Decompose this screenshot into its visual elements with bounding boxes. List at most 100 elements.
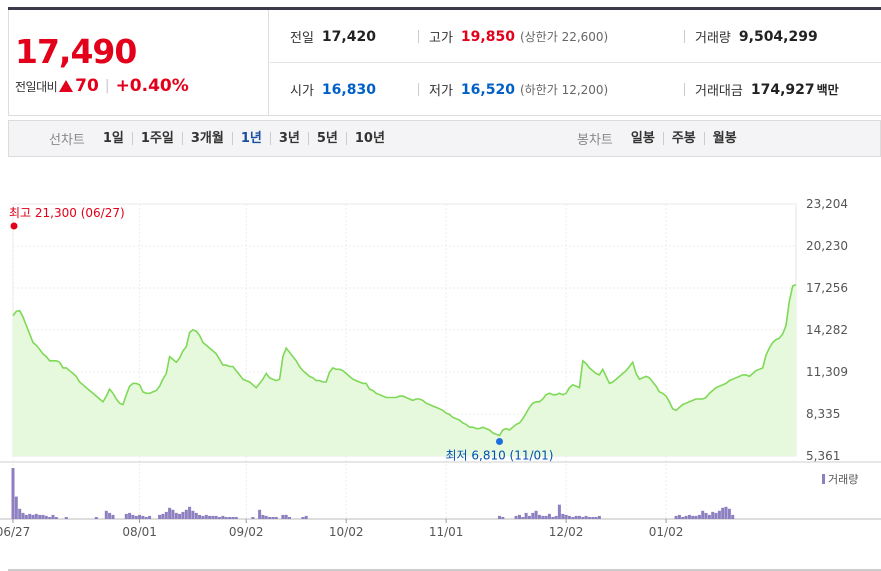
tab-1d[interactable]: 1일 (102, 131, 124, 146)
volume-bar (694, 515, 698, 519)
y-tick-label: 8,335 (806, 407, 840, 421)
volume-bar (701, 510, 705, 519)
volume-bar (204, 514, 208, 519)
volume-bar (268, 517, 272, 519)
change-row: 전일대비 70 | +0.40% (15, 76, 189, 96)
info-row-1: 전일 17,420 고가 19,850 (상한가 22,600) 거래량 9,5… (270, 10, 881, 63)
volume-bar (527, 515, 531, 519)
high-annotation: 최고 21,300 (06/27) (9, 206, 125, 220)
volume-bar (211, 515, 215, 519)
tab-10y[interactable]: 10년 (345, 132, 393, 145)
volume-bar (178, 513, 182, 519)
top-border (8, 7, 881, 10)
volume-bar (174, 512, 178, 519)
volume-bar (547, 513, 551, 519)
change-label: 전일대비 (15, 79, 58, 94)
x-tick-label: 10/02 (329, 525, 364, 539)
open-value: 16,830 (321, 81, 376, 98)
volume-bar (64, 517, 68, 519)
volume-bar (264, 515, 268, 519)
high-marker (10, 222, 18, 230)
low-value: 16,520 (460, 81, 515, 98)
current-price: 17,490 (15, 32, 137, 71)
y-tick-label: 5,361 (806, 449, 840, 463)
volume-bar (521, 517, 525, 519)
low-annotation: 최저 6,810 (11/01) (445, 449, 553, 463)
volume-bar (208, 515, 212, 519)
volume-bar (164, 511, 168, 519)
volume-bar (571, 517, 575, 519)
tab-daily[interactable]: 일봉 (630, 131, 655, 146)
volume-bar (727, 508, 731, 519)
current-price-box: 17,490 전일대비 70 | +0.40% (9, 10, 269, 116)
y-axis-ticks: 23,204 20,230 17,256 14,282 11,309 8,335 5,361 (806, 197, 848, 463)
change-value: 70 (75, 76, 99, 96)
x-tick-label: 06/27 (0, 525, 30, 539)
change-percent: +0.40% (115, 76, 189, 96)
volume-bar (711, 511, 715, 519)
amount-unit: 백만 (816, 83, 839, 97)
tab-5y[interactable]: 5년 (307, 132, 346, 145)
volume-bar (194, 512, 198, 519)
up-triangle-icon (59, 80, 74, 92)
volume-bar (144, 517, 148, 519)
tab-1w[interactable]: 1주일 (131, 132, 182, 145)
volume-bar (714, 512, 718, 519)
volume-bar (271, 517, 275, 519)
volume-bar (574, 515, 578, 519)
low-cell: 저가 16,520 (하한가 12,200) (429, 63, 608, 116)
volume-bar (41, 514, 45, 519)
volume-bar (28, 513, 32, 519)
volume-bar (261, 514, 265, 519)
volume-legend-swatch (822, 474, 825, 484)
amount-label: 거래대금 (695, 84, 743, 99)
volume-bar (251, 517, 255, 519)
volume-bar (181, 511, 185, 519)
x-axis-ticks: 06/27 08/01 09/02 10/02 11/01 12/02 01/02 (0, 519, 683, 539)
volume-bar (681, 517, 685, 519)
volume-bar (124, 513, 128, 519)
chart-tab-bar: 선차트 1일 1주일 3개월 1년 3년 5년 10년 봉차트 일봉 주봉 월봉 (8, 120, 881, 157)
prev-close-cell: 전일 17,420 (290, 10, 376, 63)
volume-bar (44, 515, 48, 519)
volume-bar (498, 515, 501, 519)
volume-bar (514, 515, 518, 519)
high-value: 19,850 (460, 28, 515, 45)
volume-bar (704, 512, 708, 519)
volume-bar (544, 515, 548, 519)
volume-bar (731, 514, 735, 519)
volume-bar (214, 515, 218, 519)
volume-bar (198, 514, 202, 519)
tab-3m[interactable]: 3개월 (181, 132, 232, 145)
tab-3y[interactable]: 3년 (269, 132, 308, 145)
tab-1y[interactable]: 1년 (231, 132, 270, 145)
volume-bar (104, 510, 108, 519)
volume-bar (168, 507, 172, 519)
volume-bar (697, 514, 701, 519)
x-tick-label: 08/01 (122, 525, 157, 539)
volume-bar (234, 517, 238, 519)
tab-monthly[interactable]: 월봉 (703, 132, 745, 145)
volume-bar (594, 517, 598, 519)
price-area (13, 284, 796, 456)
volume-bar (554, 515, 558, 519)
volume-bar (134, 515, 138, 519)
amount-cell: 거래대금 174,927 백만 (695, 63, 839, 116)
volume-bar (34, 513, 38, 519)
volume-bar (531, 512, 535, 519)
line-chart-tabs: 선차트 1일 1주일 3개월 1년 3년 5년 10년 (49, 121, 393, 156)
volume-bar (551, 517, 555, 519)
upper-limit: (상한가 22,600) (519, 30, 609, 44)
volume-bar (691, 515, 695, 519)
volume-bar (501, 517, 505, 519)
price-chart[interactable]: 23,204 20,230 17,256 14,282 11,309 8,335 5,361… (0, 160, 881, 571)
low-label: 저가 (429, 84, 453, 99)
volume-bar (677, 514, 681, 519)
info-row-2: 시가 16,830 저가 16,520 (하한가 12,200) 거래대금 17… (270, 63, 881, 116)
volume-bar (94, 517, 98, 519)
volume-bar (304, 515, 308, 519)
tab-weekly[interactable]: 주봉 (662, 132, 704, 145)
volume-bar (228, 517, 232, 519)
price-line (12, 283, 797, 437)
volume-bar (108, 512, 112, 519)
